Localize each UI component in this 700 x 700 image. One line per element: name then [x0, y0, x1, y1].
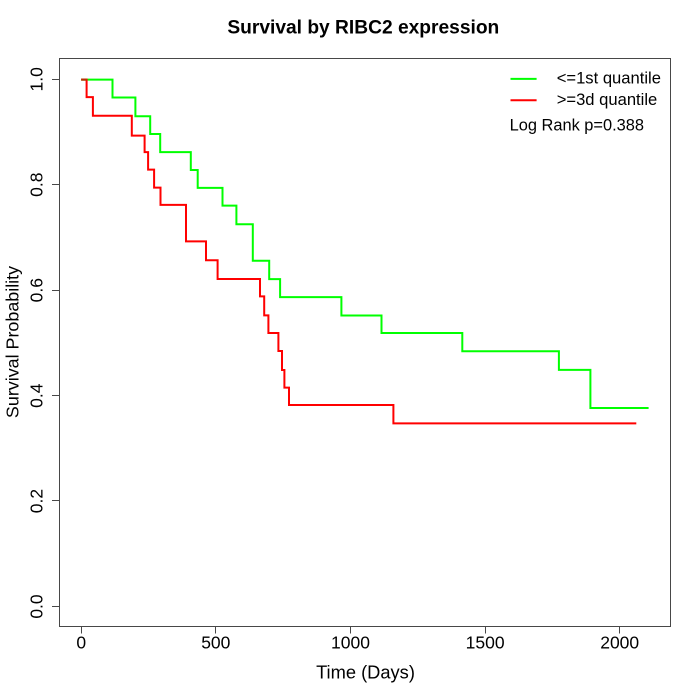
svg-text:0.8: 0.8 — [27, 173, 47, 197]
svg-text:1.0: 1.0 — [27, 67, 47, 92]
svg-text:1000: 1000 — [331, 633, 370, 653]
svg-text:Survival by RIBC2 expression: Survival by RIBC2 expression — [227, 18, 499, 39]
svg-text:500: 500 — [201, 633, 230, 653]
svg-text:0.6: 0.6 — [27, 278, 47, 302]
svg-text:Log Rank p=0.388: Log Rank p=0.388 — [510, 116, 644, 134]
svg-text:Survival Probability: Survival Probability — [3, 266, 23, 418]
svg-text:0: 0 — [76, 633, 86, 653]
svg-text:0.2: 0.2 — [27, 489, 47, 513]
svg-text:1500: 1500 — [466, 633, 505, 653]
svg-text:Time (Days): Time (Days) — [316, 662, 415, 683]
svg-text:0.4: 0.4 — [27, 383, 47, 408]
svg-text:>=3d quantile: >=3d quantile — [557, 90, 658, 109]
svg-text:0.0: 0.0 — [27, 594, 47, 619]
svg-text:2000: 2000 — [600, 633, 639, 653]
svg-text:<=1st quantile: <=1st quantile — [557, 69, 661, 88]
